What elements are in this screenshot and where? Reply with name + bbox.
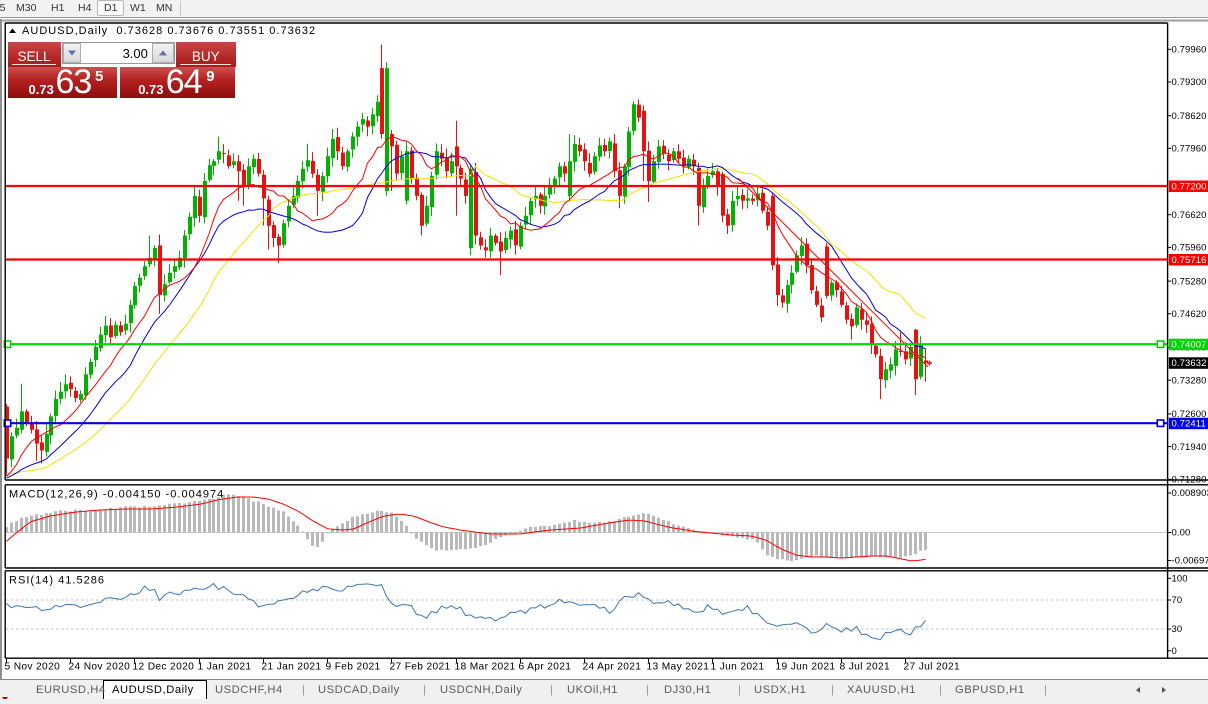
svg-text:9 Feb 2021: 9 Feb 2021	[326, 662, 381, 673]
svg-text:0.75716: 0.75716	[1172, 255, 1207, 266]
svg-text:0.78620: 0.78620	[1172, 111, 1207, 122]
svg-text:21 Jan 2021: 21 Jan 2021	[262, 662, 322, 673]
svg-text:1 Jun 2021: 1 Jun 2021	[711, 662, 765, 673]
svg-text:70: 70	[1172, 595, 1183, 606]
svg-text:0.77960: 0.77960	[1172, 144, 1207, 155]
svg-text:1 Jan 2021: 1 Jan 2021	[198, 662, 252, 673]
svg-text:0.008903: 0.008903	[1172, 488, 1208, 499]
svg-text:0.74007: 0.74007	[1172, 340, 1207, 351]
svg-text:0.00: 0.00	[1172, 528, 1191, 539]
svg-text:24 Nov 2020: 24 Nov 2020	[69, 662, 131, 673]
svg-text:24 Apr 2021: 24 Apr 2021	[583, 662, 642, 673]
svg-text:0.75960: 0.75960	[1172, 243, 1207, 254]
svg-text:13 May 2021: 13 May 2021	[647, 662, 710, 673]
svg-text:8 Jul 2021: 8 Jul 2021	[840, 662, 891, 673]
svg-text:0.72411: 0.72411	[1172, 419, 1206, 430]
svg-text:0.73632: 0.73632	[1172, 358, 1207, 369]
svg-text:0.76620: 0.76620	[1172, 210, 1207, 221]
svg-text:6 Apr 2021: 6 Apr 2021	[519, 662, 572, 673]
svg-text:0.79300: 0.79300	[1172, 77, 1207, 88]
svg-text:MACD(12,26,9) -0.004150 -0.004: MACD(12,26,9) -0.004150 -0.004974	[9, 489, 224, 501]
svg-text:RSI(14) 41.5286: RSI(14) 41.5286	[9, 575, 105, 587]
svg-text:0.77200: 0.77200	[1172, 181, 1207, 192]
svg-text:18 Mar 2021: 18 Mar 2021	[455, 662, 516, 673]
svg-text:27 Feb 2021: 27 Feb 2021	[390, 662, 451, 673]
svg-text:0.79960: 0.79960	[1172, 45, 1207, 56]
svg-text:0.74620: 0.74620	[1172, 309, 1207, 320]
svg-text:0.73280: 0.73280	[1172, 375, 1207, 386]
svg-text:12 Dec 2020: 12 Dec 2020	[133, 662, 195, 673]
svg-text:-0.00697: -0.00697	[1172, 556, 1208, 567]
svg-text:0: 0	[1172, 646, 1177, 657]
svg-text:27 Jul 2021: 27 Jul 2021	[904, 662, 961, 673]
svg-text:0.71940: 0.71940	[1172, 442, 1207, 453]
svg-text:0.72600: 0.72600	[1172, 409, 1207, 420]
svg-text:19 Jun 2021: 19 Jun 2021	[776, 662, 836, 673]
svg-text:100: 100	[1172, 574, 1188, 585]
svg-text:30: 30	[1172, 624, 1183, 635]
svg-text:0.71280: 0.71280	[1172, 475, 1207, 486]
svg-text:0.75280: 0.75280	[1172, 276, 1207, 287]
svg-text:AUDUSD,Daily 0.73628 0.73676: AUDUSD,Daily 0.73628 0.73676 0.73551 0.7…	[22, 25, 316, 37]
svg-text:5 Nov 2020: 5 Nov 2020	[5, 662, 61, 673]
